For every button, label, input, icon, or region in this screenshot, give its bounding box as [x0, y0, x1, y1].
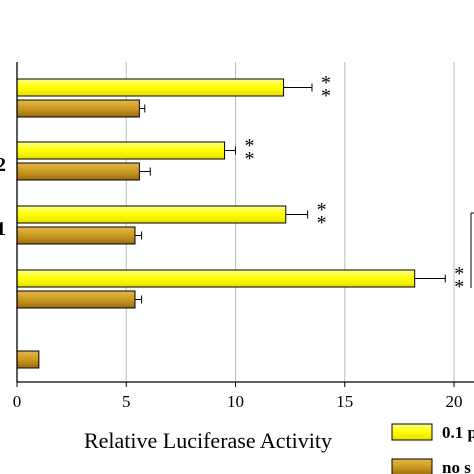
bars-layer: ********: [16, 72, 464, 369]
significance-marker: *: [317, 199, 327, 221]
bar-no-s: [16, 290, 136, 309]
category-label: 1: [0, 218, 6, 240]
legend-label: 0.1 p: [442, 423, 474, 442]
bar-0.1: [16, 269, 416, 288]
significance-marker: *: [321, 85, 331, 107]
bar-0.1: [16, 141, 226, 160]
significance-marker: *: [454, 263, 464, 285]
legend: 0.1 p no s: [391, 423, 474, 474]
x-tick-label: 10: [227, 392, 244, 411]
bar-0.1: [16, 78, 285, 97]
bar-no-s: [16, 162, 140, 181]
significance-marker: *: [454, 276, 464, 298]
axes: [16, 62, 474, 387]
x-tick-label: 15: [336, 392, 353, 411]
bar-no-s: [16, 226, 136, 245]
legend-swatch: [391, 458, 433, 474]
category-label: 2: [0, 154, 6, 176]
legend-swatch: [391, 423, 433, 441]
x-tick-label: 20: [446, 392, 463, 411]
legend-label: no s: [442, 458, 471, 474]
x-axis-label: Relative Luciferase Activity: [84, 428, 332, 453]
x-tick-label: 5: [122, 392, 131, 411]
x-tick-label: 0: [13, 392, 22, 411]
significance-marker: *: [317, 212, 327, 234]
x-tick-labels: 0 5 10 15 20: [13, 392, 463, 411]
significance-marker: *: [245, 148, 255, 170]
bar-no-s: [16, 99, 140, 118]
bar-no-s: [16, 350, 40, 369]
category-labels: 21: [0, 154, 6, 240]
significance-marker: *: [245, 135, 255, 157]
significance-marker: *: [321, 72, 331, 94]
bar-0.1: [16, 205, 287, 224]
